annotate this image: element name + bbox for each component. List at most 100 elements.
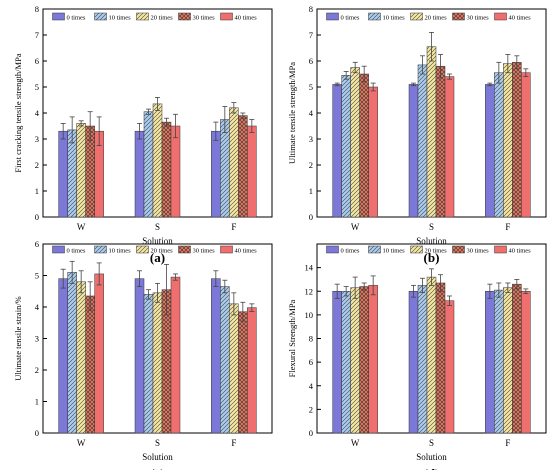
bar-c-F-2 bbox=[229, 303, 239, 434]
bar-c-F-3 bbox=[238, 311, 248, 434]
x-tick-label: W bbox=[351, 438, 360, 448]
y-tick-label: 2 bbox=[35, 365, 39, 375]
error-bar bbox=[222, 106, 228, 133]
x-axis-label: Solution bbox=[142, 236, 173, 246]
error-bar bbox=[523, 68, 529, 77]
y-tick-label: 0 bbox=[309, 428, 313, 438]
error-bar bbox=[361, 282, 367, 291]
legend-label: 0 times bbox=[67, 248, 86, 255]
bar-b-F-1 bbox=[494, 72, 504, 218]
error-bar bbox=[137, 270, 142, 287]
bar-d-S-0 bbox=[408, 291, 419, 434]
legend-label: 40 times bbox=[509, 15, 532, 22]
legend-label: 30 times bbox=[467, 15, 490, 22]
y-axis-label: Ultimate tensile strength/MPa bbox=[287, 62, 297, 164]
y-tick-label: 6 bbox=[309, 56, 313, 66]
bar-c-S-2 bbox=[152, 292, 163, 434]
error-bar bbox=[496, 61, 502, 84]
bar-b-S-1 bbox=[417, 64, 428, 218]
error-bar bbox=[420, 277, 425, 293]
legend-label: 10 times bbox=[383, 15, 406, 22]
bar-b-W-0 bbox=[332, 84, 342, 218]
x-axis-label: Solution bbox=[416, 236, 447, 246]
error-bar bbox=[60, 268, 66, 289]
x-tick-label: S bbox=[155, 222, 160, 232]
bar-b-S-4 bbox=[444, 76, 455, 218]
y-tick-label: 3 bbox=[35, 134, 39, 144]
error-bar bbox=[487, 82, 493, 87]
y-tick-label: 8 bbox=[35, 4, 39, 14]
error-bar bbox=[370, 275, 376, 296]
error-bar bbox=[78, 120, 84, 127]
legend-swatch bbox=[494, 12, 507, 21]
bar-a-W-2 bbox=[76, 123, 86, 218]
bar-c-W-3 bbox=[85, 295, 95, 434]
legend-label: 20 times bbox=[425, 15, 448, 22]
panel-label: (c) bbox=[150, 466, 164, 470]
bar-b-S-0 bbox=[408, 84, 419, 218]
error-bar bbox=[352, 276, 358, 299]
legend-label: 0 times bbox=[67, 15, 86, 22]
legend-swatch bbox=[178, 12, 191, 21]
bar-d-F-3 bbox=[512, 283, 522, 434]
legend-swatch bbox=[52, 12, 65, 21]
bar-b-S-2 bbox=[426, 46, 437, 218]
bar-a-S-3 bbox=[161, 121, 172, 218]
error-bar bbox=[213, 121, 219, 141]
bar-c-W-1 bbox=[67, 272, 77, 434]
bar-c-F-4 bbox=[247, 307, 257, 434]
legend: 0 times 10 times 20 times 30 times 40 times bbox=[326, 12, 532, 22]
bar-c-S-1 bbox=[143, 294, 154, 434]
error-bar bbox=[213, 270, 219, 287]
y-tick-label: 5 bbox=[309, 82, 313, 92]
legend-swatch bbox=[410, 245, 423, 254]
x-tick-label: W bbox=[351, 222, 360, 232]
bar-b-S-3 bbox=[435, 65, 446, 218]
error-bar bbox=[155, 97, 160, 111]
legend-label: 0 times bbox=[341, 248, 360, 255]
bar-d-F-0 bbox=[485, 291, 495, 434]
x-axis-label: Solution bbox=[142, 452, 173, 462]
y-tick-label: 2 bbox=[309, 404, 313, 414]
bar-d-F-1 bbox=[494, 289, 504, 434]
y-tick-label: 3 bbox=[35, 334, 39, 344]
bar-b-W-4 bbox=[368, 86, 378, 218]
error-bar bbox=[155, 282, 160, 303]
y-tick-label: 14 bbox=[305, 263, 314, 273]
bar-a-S-4 bbox=[170, 125, 181, 218]
legend-label: 40 times bbox=[509, 248, 532, 255]
bar-d-W-0 bbox=[332, 291, 342, 434]
legend-swatch bbox=[326, 12, 339, 21]
y-tick-label: 7 bbox=[35, 30, 39, 40]
error-bar bbox=[96, 262, 102, 286]
error-bar bbox=[334, 82, 340, 87]
y-tick-label: 0 bbox=[35, 428, 39, 438]
legend-label: 40 times bbox=[235, 15, 258, 22]
error-bar bbox=[429, 268, 434, 286]
legend-label: 20 times bbox=[151, 248, 174, 255]
chart-panel-b: 0 1 2 3 4 5 6 7 8 Ultimate tensile strength/MPa W S… bbox=[287, 4, 547, 265]
y-tick-label: 1 bbox=[35, 186, 39, 196]
error-bar bbox=[361, 65, 367, 83]
error-bar bbox=[240, 112, 246, 119]
bar-d-F-4 bbox=[521, 291, 531, 434]
y-tick-label: 1 bbox=[309, 186, 313, 196]
legend-swatch bbox=[94, 245, 107, 254]
y-tick-label: 4 bbox=[309, 381, 314, 391]
legend-label: 10 times bbox=[109, 15, 132, 22]
error-bar bbox=[334, 283, 340, 299]
error-bar bbox=[514, 55, 520, 70]
bar-b-W-2 bbox=[350, 67, 360, 218]
error-bar bbox=[164, 264, 169, 316]
x-tick-label: W bbox=[77, 438, 86, 448]
legend-swatch bbox=[136, 12, 149, 21]
x-tick-label: S bbox=[155, 438, 160, 448]
panel-label: (a) bbox=[150, 250, 165, 265]
error-bar bbox=[231, 102, 237, 114]
legend-label: 10 times bbox=[383, 248, 406, 255]
error-bar bbox=[411, 284, 416, 298]
bar-a-F-3 bbox=[238, 115, 248, 218]
legend-swatch bbox=[452, 12, 465, 21]
error-bar bbox=[514, 279, 520, 290]
chart-panel-a: 0 1 2 3 4 5 6 7 8 First cracking tensile strength… bbox=[13, 4, 273, 265]
